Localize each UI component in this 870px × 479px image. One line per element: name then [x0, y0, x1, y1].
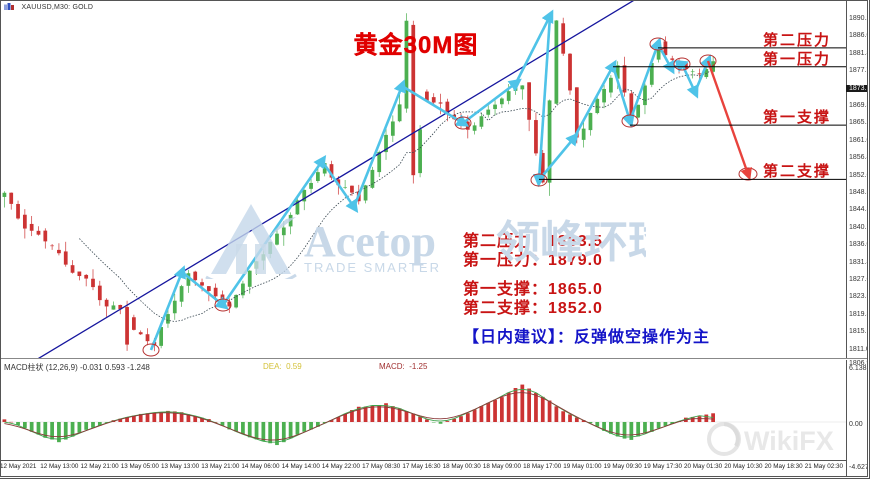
svg-text:TRADE SMARTER: TRADE SMARTER [304, 260, 441, 275]
svg-text:领峰环球: 领峰环球 [496, 218, 646, 267]
svg-text:Acetop: Acetop [304, 217, 436, 266]
